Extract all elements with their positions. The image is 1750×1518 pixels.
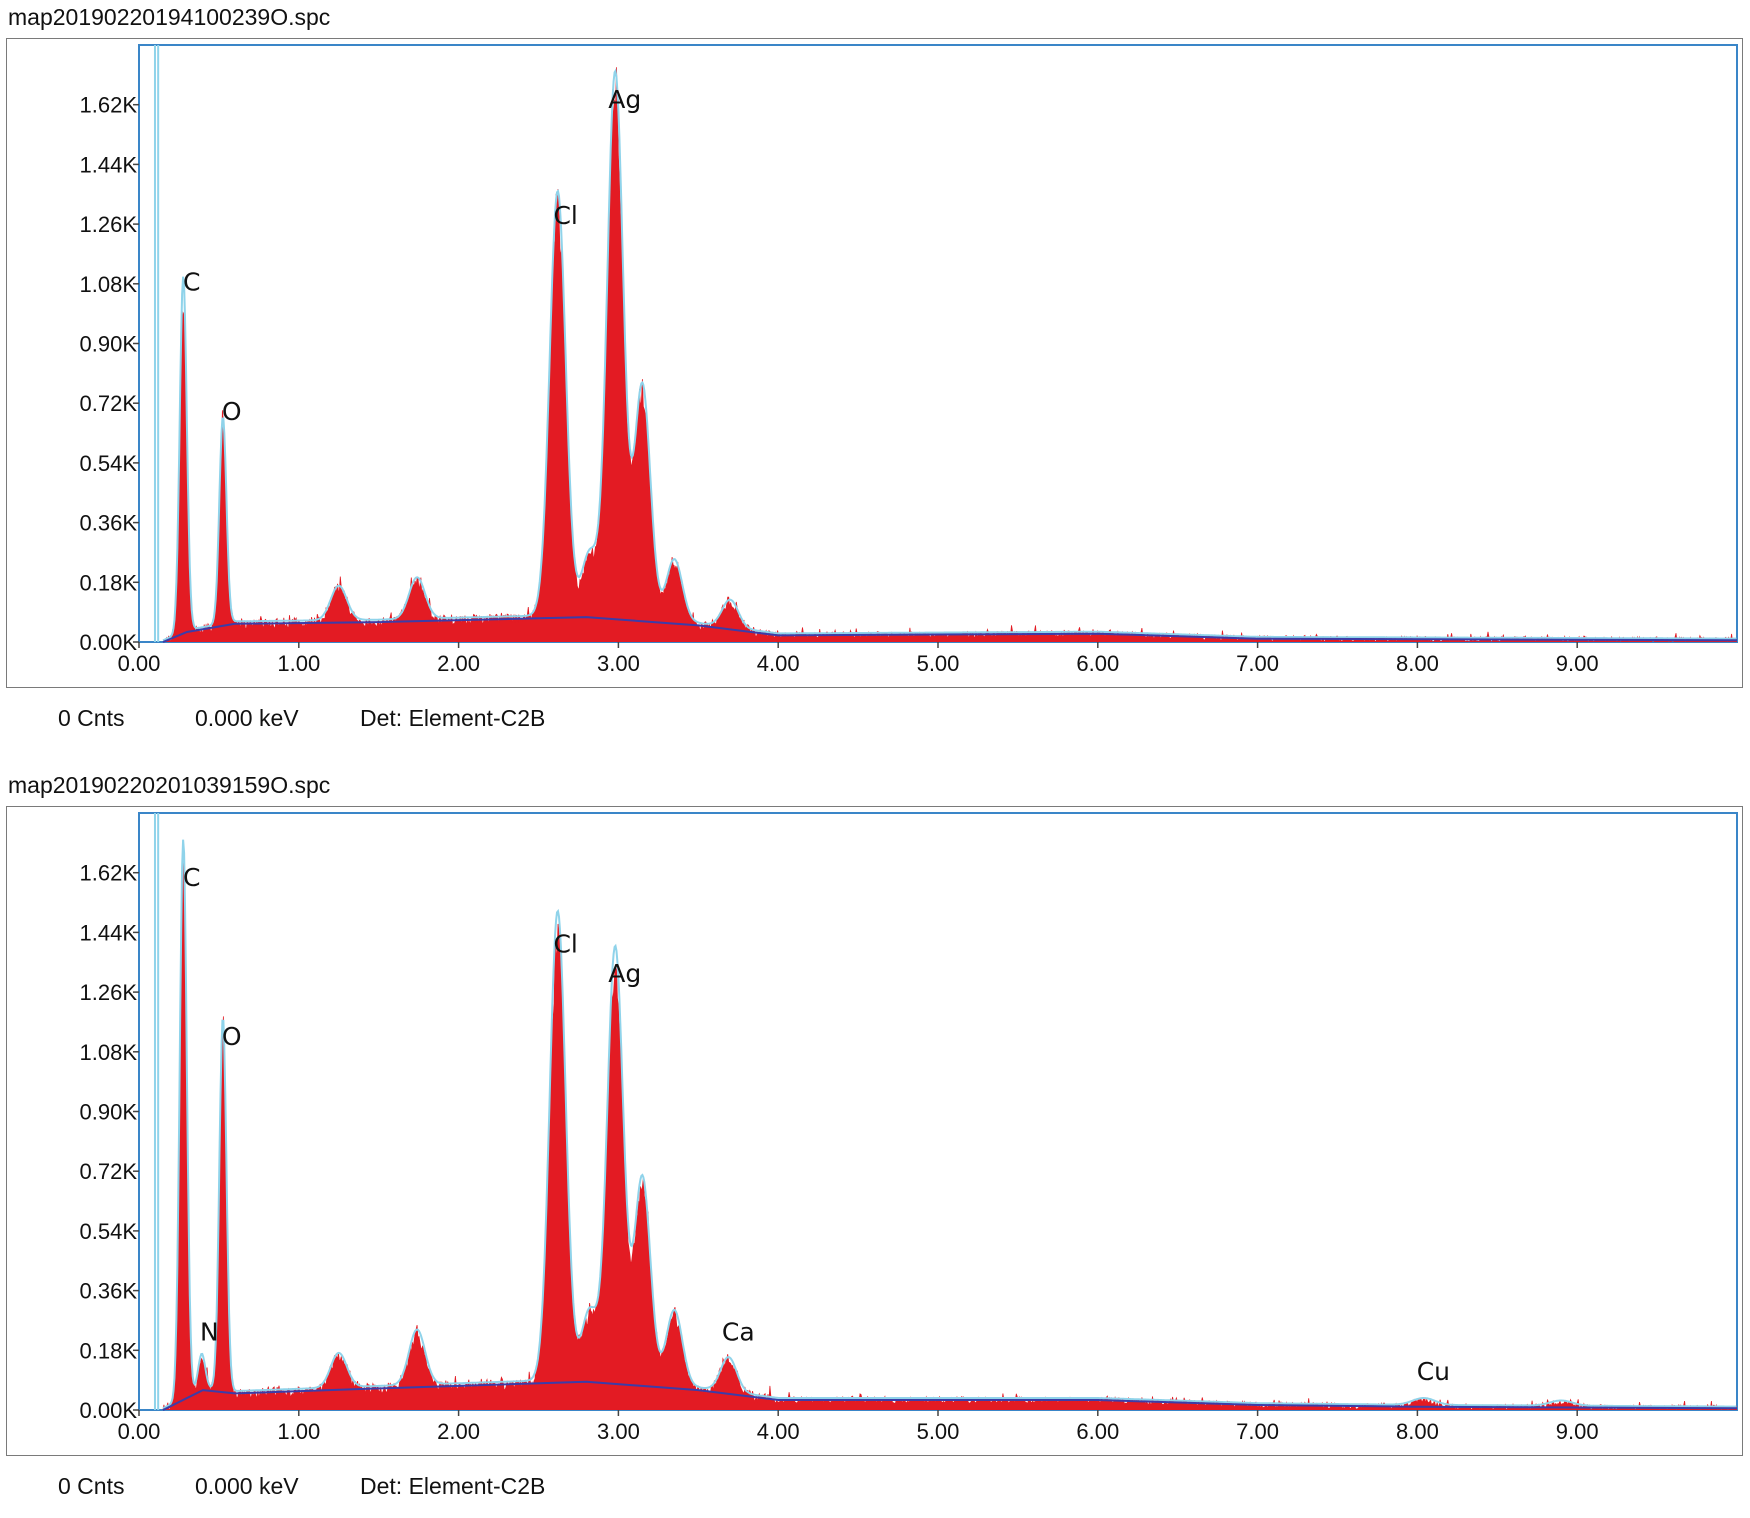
y-tick-label: 0.00K xyxy=(80,630,138,655)
peak-label-c: C xyxy=(183,267,200,296)
y-tick-label: 0.72K xyxy=(80,391,138,416)
y-tick-label: 0.90K xyxy=(80,1100,138,1125)
y-tick-label: 0.54K xyxy=(80,1219,138,1244)
x-tick-label: 3.00 xyxy=(597,1419,640,1444)
y-tick-label: 0.00K xyxy=(80,1398,138,1423)
x-tick-label: 9.00 xyxy=(1556,651,1599,676)
x-tick-label: 0.00 xyxy=(118,1419,161,1444)
x-tick-label: 5.00 xyxy=(917,651,960,676)
chart-frame xyxy=(6,38,1743,688)
background-curve xyxy=(162,616,1738,643)
peak-label-ag: Ag xyxy=(608,959,641,988)
plot-area xyxy=(138,812,1738,1411)
x-tick-label: 7.00 xyxy=(1236,651,1279,676)
spectrum-panel-1: map20190220194100239O.spc 0.00K 0.18K 0.36… xyxy=(0,0,1750,750)
x-tick-label: 5.00 xyxy=(917,1419,960,1444)
peak-label-ca: Ca xyxy=(722,1317,755,1346)
detector-readout: Det: Element-C2B xyxy=(360,705,546,731)
x-tick-label: 6.00 xyxy=(1076,651,1119,676)
spectrum-title: map20190220194100239O.spc xyxy=(8,4,331,30)
peak-label-cl: Cl xyxy=(553,929,577,958)
x-tick-label: 1.00 xyxy=(277,1419,320,1444)
peak-label-cl: Cl xyxy=(553,201,577,230)
y-tick-label: 0.90K xyxy=(80,332,138,357)
x-tick-label: 8.00 xyxy=(1396,1419,1439,1444)
spectrum-title: map20190220201039159O.spc xyxy=(8,772,331,798)
y-tick-label: 1.26K xyxy=(80,212,138,237)
y-tick-label: 1.26K xyxy=(80,980,138,1005)
peak-label-n: N xyxy=(200,1317,219,1346)
x-tick-label: 2.00 xyxy=(437,651,480,676)
spectrum-panel-2: map20190220201039159O.spc 0.00K 0.18K 0.36… xyxy=(0,768,1750,1518)
x-tick-label: 3.00 xyxy=(597,651,640,676)
peak-label-c: C xyxy=(183,863,200,892)
y-tick-label: 0.36K xyxy=(80,1279,138,1304)
spectrum-fill xyxy=(162,67,1737,642)
y-tick-label: 1.62K xyxy=(80,861,138,886)
x-tick-label: 8.00 xyxy=(1396,651,1439,676)
y-tick-label: 0.18K xyxy=(80,570,138,595)
chart-frame xyxy=(6,806,1743,1456)
x-tick-label: 2.00 xyxy=(437,1419,480,1444)
spectrum-fill xyxy=(162,859,1737,1410)
background-curve xyxy=(162,1380,1738,1411)
x-tick-label: 4.00 xyxy=(757,651,800,676)
counts-readout: 0 Cnts xyxy=(58,705,125,731)
y-tick-label: 1.44K xyxy=(80,152,138,177)
y-tick-label: 1.62K xyxy=(80,93,138,118)
energy-readout: 0.000 keV xyxy=(195,1473,299,1499)
peak-label-o: O xyxy=(222,397,242,426)
x-tick-label: 4.00 xyxy=(757,1419,800,1444)
y-tick-label: 1.08K xyxy=(80,1040,138,1065)
y-tick-label: 0.18K xyxy=(80,1338,138,1363)
fit-line xyxy=(162,68,1737,642)
x-tick-label: 0.00 xyxy=(118,651,161,676)
x-tick-label: 6.00 xyxy=(1076,1419,1119,1444)
x-tick-label: 7.00 xyxy=(1236,1419,1279,1444)
fit-line xyxy=(162,839,1737,1410)
y-tick-label: 0.72K xyxy=(80,1159,138,1184)
energy-readout: 0.000 keV xyxy=(195,705,299,731)
y-tick-label: 0.36K xyxy=(80,511,138,536)
y-tick-label: 1.44K xyxy=(80,920,138,945)
peak-label-ag: Ag xyxy=(608,85,641,114)
eds-spectrum-chart[interactable]: 0.00K 0.18K 0.36K 0.54K 0.72K 0.90K 1.08K 1.26K… xyxy=(0,768,1750,1468)
detector-readout: Det: Element-C2B xyxy=(360,1473,546,1499)
eds-spectrum-chart[interactable]: 0.00K 0.18K 0.36K 0.54K 0.72K 0.90K 1.08K 1.26K… xyxy=(0,0,1750,700)
plot-area xyxy=(138,44,1738,643)
counts-readout: 0 Cnts xyxy=(58,1473,125,1499)
y-tick-label: 1.08K xyxy=(80,272,138,297)
x-tick-label: 1.00 xyxy=(277,651,320,676)
peak-label-cu: Cu xyxy=(1417,1357,1450,1386)
y-tick-label: 0.54K xyxy=(80,451,138,476)
peak-label-o: O xyxy=(222,1022,242,1051)
x-tick-label: 9.00 xyxy=(1556,1419,1599,1444)
